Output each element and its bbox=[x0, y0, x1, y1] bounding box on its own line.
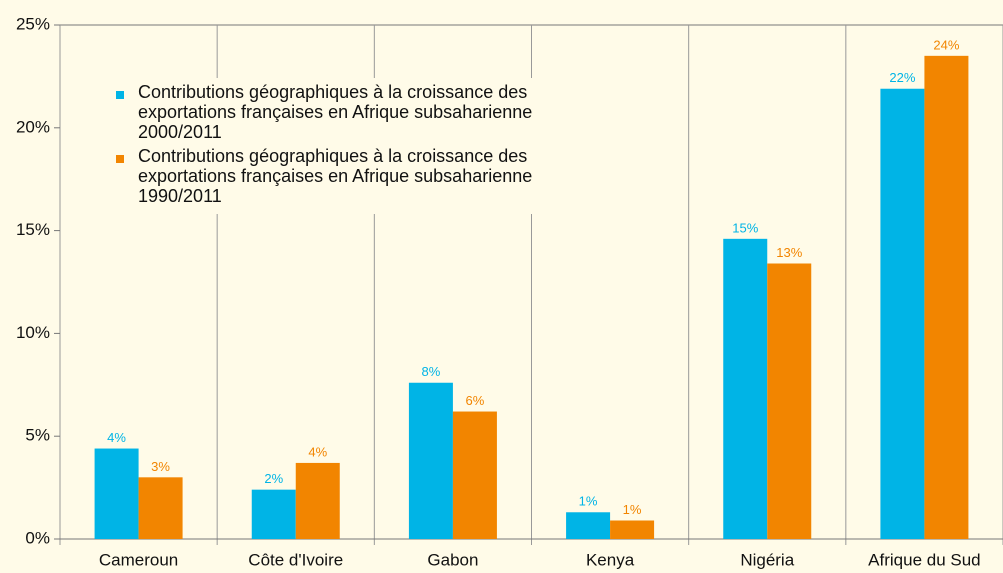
legend-label: Contributions géographiques à la croissa… bbox=[138, 82, 533, 142]
x-tick-label: Kenya bbox=[586, 550, 635, 569]
value-label: 2% bbox=[264, 471, 283, 486]
y-tick-label: 10% bbox=[16, 323, 50, 342]
x-tick-label: Côte d'Ivoire bbox=[248, 550, 343, 569]
legend-label: Contributions géographiques à la croissa… bbox=[138, 146, 533, 206]
bar bbox=[924, 55, 969, 540]
value-label: 22% bbox=[889, 70, 915, 85]
value-label: 15% bbox=[732, 220, 758, 235]
y-tick-label: 5% bbox=[25, 426, 50, 445]
bar bbox=[251, 489, 296, 539]
value-label: 24% bbox=[933, 37, 959, 52]
bar bbox=[94, 448, 139, 539]
bar bbox=[566, 512, 611, 539]
x-tick-label: Gabon bbox=[427, 550, 478, 569]
bar bbox=[767, 263, 812, 539]
x-tick-label: Cameroun bbox=[99, 550, 178, 569]
value-label: 1% bbox=[623, 502, 642, 517]
bar bbox=[408, 382, 453, 539]
x-tick-label: Nigéria bbox=[740, 550, 794, 569]
y-tick-label: 15% bbox=[16, 220, 50, 239]
bar bbox=[452, 411, 497, 539]
bar bbox=[138, 477, 183, 539]
value-label: 8% bbox=[422, 364, 441, 379]
value-label: 13% bbox=[776, 245, 802, 260]
legend-entry: Contributions géographiques à la croissa… bbox=[100, 146, 570, 206]
legend-entry: Contributions géographiques à la croissa… bbox=[100, 82, 570, 142]
bar bbox=[610, 520, 655, 539]
y-tick-label: 20% bbox=[16, 117, 50, 136]
y-tick-label: 25% bbox=[16, 14, 50, 33]
x-tick-label: Afrique du Sud bbox=[868, 550, 980, 569]
bar bbox=[723, 238, 768, 539]
y-tick-label: 0% bbox=[25, 528, 50, 547]
value-label: 1% bbox=[579, 494, 598, 509]
legend: Contributions géographiques à la croissa… bbox=[100, 78, 570, 214]
bar bbox=[880, 88, 925, 540]
legend-swatch bbox=[116, 155, 124, 163]
bar bbox=[295, 462, 340, 539]
value-label: 4% bbox=[308, 444, 327, 459]
value-label: 3% bbox=[151, 459, 170, 474]
value-label: 4% bbox=[107, 430, 126, 445]
legend-swatch bbox=[116, 91, 124, 99]
value-label: 6% bbox=[466, 393, 485, 408]
